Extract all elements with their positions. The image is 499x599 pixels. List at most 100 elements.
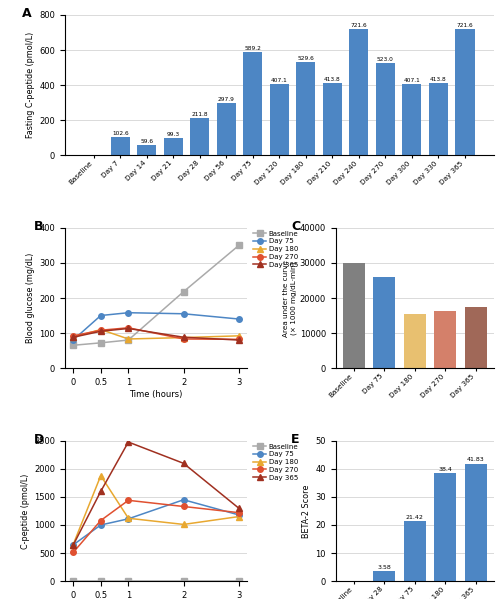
Text: 413.8: 413.8 (430, 77, 447, 81)
Text: 102.6: 102.6 (112, 131, 129, 136)
Day 365 (181, 334, 187, 341)
Day 180 (98, 326, 104, 333)
Baseline (181, 577, 187, 585)
Text: 297.9: 297.9 (218, 97, 235, 102)
Day 180 (236, 513, 242, 520)
Line: Day 180: Day 180 (70, 326, 242, 342)
Text: E: E (291, 432, 300, 446)
Y-axis label: Blood glucose (mg/dL): Blood glucose (mg/dL) (26, 253, 35, 343)
Text: B: B (34, 220, 43, 232)
Day 270 (181, 503, 187, 510)
Line: Day 365: Day 365 (70, 326, 242, 343)
Bar (191, 118, 210, 155)
Day 180 (181, 334, 187, 341)
Text: 41.83: 41.83 (467, 458, 485, 462)
Text: 523.0: 523.0 (377, 58, 394, 62)
Line: Baseline: Baseline (70, 243, 242, 348)
Bar (429, 83, 448, 155)
Day 75 (181, 310, 187, 317)
Legend: Baseline, Day 75, Day 180, Day 270, Day 365: Baseline, Day 75, Day 180, Day 270, Day … (250, 441, 301, 483)
Text: 413.8: 413.8 (324, 77, 341, 81)
Bar (373, 277, 395, 368)
Line: Day 270: Day 270 (70, 325, 242, 342)
Day 180 (181, 521, 187, 528)
Day 365 (98, 488, 104, 495)
Text: 38.4: 38.4 (439, 467, 452, 472)
Day 180 (236, 332, 242, 340)
Day 75 (70, 337, 76, 344)
Day 180 (70, 541, 76, 548)
Bar (111, 137, 130, 155)
Bar (349, 29, 368, 155)
Text: 211.8: 211.8 (192, 112, 208, 117)
Day 75 (98, 521, 104, 528)
Day 270 (125, 324, 131, 331)
X-axis label: Time (hours): Time (hours) (129, 389, 183, 398)
Day 270 (98, 517, 104, 524)
Day 75 (98, 312, 104, 319)
Day 180 (70, 334, 76, 341)
Y-axis label: Area under the curve
(× 1000 mg/dL·min): Area under the curve (× 1000 mg/dL·min) (283, 259, 297, 337)
Day 75 (236, 512, 242, 519)
Line: Day 270: Day 270 (70, 498, 242, 555)
Bar (217, 103, 236, 155)
Bar (373, 571, 395, 581)
Day 365 (125, 325, 131, 332)
Day 365 (98, 328, 104, 335)
Day 270 (98, 326, 104, 334)
Bar (402, 84, 422, 155)
Baseline (98, 339, 104, 346)
Day 75 (125, 309, 131, 316)
Text: A: A (22, 7, 31, 20)
Day 270 (236, 336, 242, 343)
Day 270 (125, 497, 131, 504)
Text: 407.1: 407.1 (271, 78, 288, 83)
Text: 529.6: 529.6 (297, 56, 314, 61)
Bar (376, 63, 395, 155)
Line: Day 75: Day 75 (70, 497, 242, 547)
Text: 59.6: 59.6 (140, 138, 153, 144)
Day 365 (181, 460, 187, 467)
Bar (465, 307, 487, 368)
Day 365 (70, 541, 76, 549)
Day 180 (125, 335, 131, 343)
Text: 3.58: 3.58 (377, 565, 391, 570)
Bar (323, 83, 342, 155)
Day 270 (70, 332, 76, 340)
Baseline (125, 337, 131, 344)
Text: D: D (34, 432, 44, 446)
Text: C: C (291, 220, 300, 232)
Bar (244, 52, 262, 155)
Baseline (236, 242, 242, 249)
Baseline (70, 577, 76, 585)
Y-axis label: Fasting C-peptide (pmol/L): Fasting C-peptide (pmol/L) (26, 32, 35, 138)
Bar (164, 138, 183, 155)
Y-axis label: C-peptide (pmol/L): C-peptide (pmol/L) (21, 473, 30, 549)
Bar (434, 311, 456, 368)
Bar (465, 464, 487, 581)
Baseline (181, 288, 187, 295)
Bar (270, 84, 289, 155)
Day 75 (236, 316, 242, 323)
Line: Day 180: Day 180 (70, 472, 242, 548)
Day 365 (70, 334, 76, 341)
Bar (343, 263, 365, 368)
Y-axis label: BETA-2 Score: BETA-2 Score (302, 484, 311, 538)
Day 270 (236, 509, 242, 516)
Bar (404, 314, 426, 368)
Baseline (98, 577, 104, 585)
Bar (404, 521, 426, 581)
Line: Day 365: Day 365 (70, 439, 242, 548)
Day 180 (98, 472, 104, 479)
Day 365 (236, 504, 242, 512)
Text: 589.2: 589.2 (245, 46, 261, 51)
Line: Baseline: Baseline (70, 578, 242, 584)
Bar (137, 144, 157, 155)
Baseline (125, 577, 131, 585)
Day 365 (125, 438, 131, 446)
Bar (456, 29, 475, 155)
Text: 721.6: 721.6 (457, 23, 473, 28)
Text: 407.1: 407.1 (404, 78, 420, 83)
Day 365 (236, 337, 242, 344)
Line: Day 75: Day 75 (70, 310, 242, 343)
